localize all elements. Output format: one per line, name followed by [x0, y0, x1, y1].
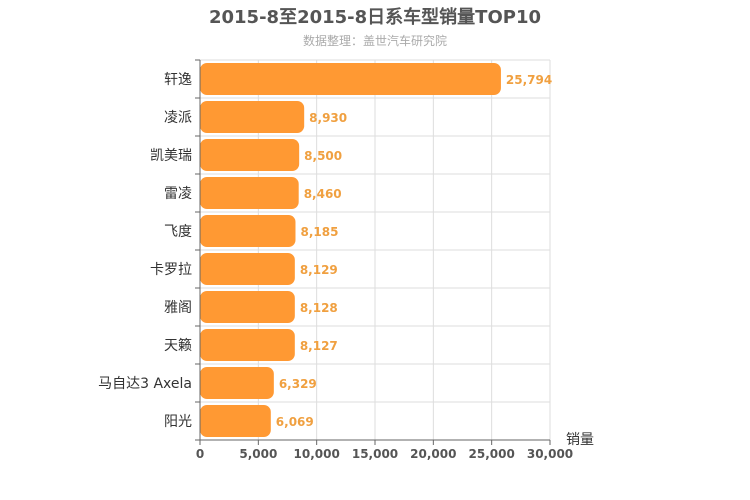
category-label: 雷凌 [164, 186, 192, 202]
category-label: 雅阁 [164, 300, 192, 316]
bar [200, 367, 274, 399]
category-label: 凌派 [164, 110, 192, 126]
data-label: 25,794 [506, 73, 552, 87]
data-label: 8,129 [300, 263, 338, 277]
x-tick-label: 10,000 [294, 447, 340, 461]
bar [200, 291, 295, 323]
data-label: 8,128 [300, 301, 338, 315]
bar [200, 63, 501, 95]
data-label: 6,069 [276, 415, 314, 429]
data-label: 8,460 [304, 187, 342, 201]
data-label: 8,930 [309, 111, 347, 125]
bar [200, 215, 296, 247]
category-label: 轩逸 [164, 72, 192, 88]
bar [200, 101, 305, 133]
category-label: 天籁 [164, 338, 192, 354]
bar [200, 253, 295, 285]
bar [200, 139, 300, 171]
data-label: 8,185 [300, 225, 338, 239]
bar [200, 405, 271, 437]
category-label: 卡罗拉 [150, 262, 192, 278]
data-label: 8,500 [304, 149, 342, 163]
x-tick-label: 0 [196, 447, 204, 461]
bars: 25,794 8,930 8,500 8,460 8,185 8,129 8,128 8,12… [200, 63, 552, 437]
category-label: 阳光 [164, 414, 192, 430]
category-label: 凯美瑞 [150, 148, 192, 164]
category-label: 飞度 [164, 224, 192, 240]
x-tick-label: 5,000 [239, 447, 277, 461]
chart-title: 2015-8至2015-8日系车型销量TOP10 [209, 6, 541, 28]
chart-subtitle: 数据整理：盖世汽车研究院 [303, 33, 447, 48]
x-axis-title: 销量 [566, 432, 594, 448]
data-label: 8,127 [300, 339, 338, 353]
x-tick-label: 20,000 [410, 447, 456, 461]
bar [200, 177, 299, 209]
x-tick-label: 15,000 [352, 447, 398, 461]
category-label: 马自达3 Axela [98, 376, 192, 392]
x-tick-label: 30,000 [527, 447, 573, 461]
x-tick-label: 25,000 [469, 447, 515, 461]
bar [200, 329, 295, 361]
data-label: 6,329 [279, 377, 317, 391]
